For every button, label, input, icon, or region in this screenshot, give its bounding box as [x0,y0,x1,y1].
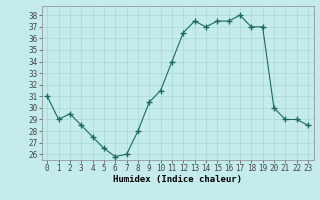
X-axis label: Humidex (Indice chaleur): Humidex (Indice chaleur) [113,175,242,184]
